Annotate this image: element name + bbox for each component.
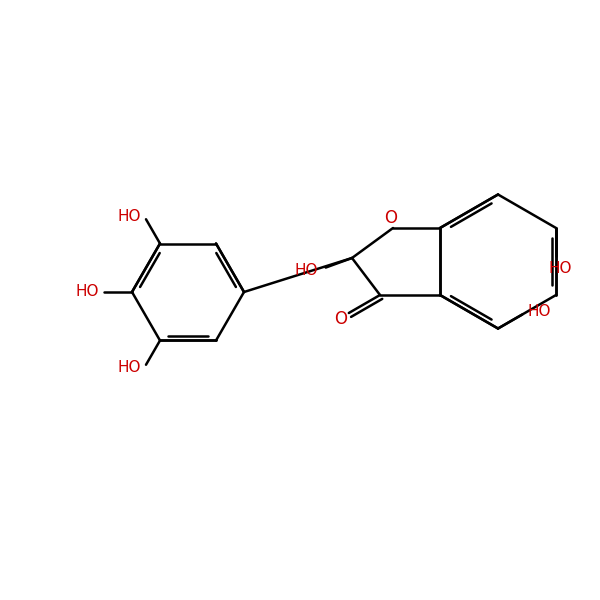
Text: HO: HO	[118, 360, 141, 375]
Text: O: O	[385, 209, 398, 227]
Text: HO: HO	[527, 304, 551, 319]
Text: HO: HO	[548, 261, 572, 276]
Text: HO: HO	[118, 209, 141, 224]
Text: HO: HO	[76, 284, 99, 299]
Text: HO: HO	[294, 263, 317, 278]
Text: O: O	[334, 310, 347, 328]
